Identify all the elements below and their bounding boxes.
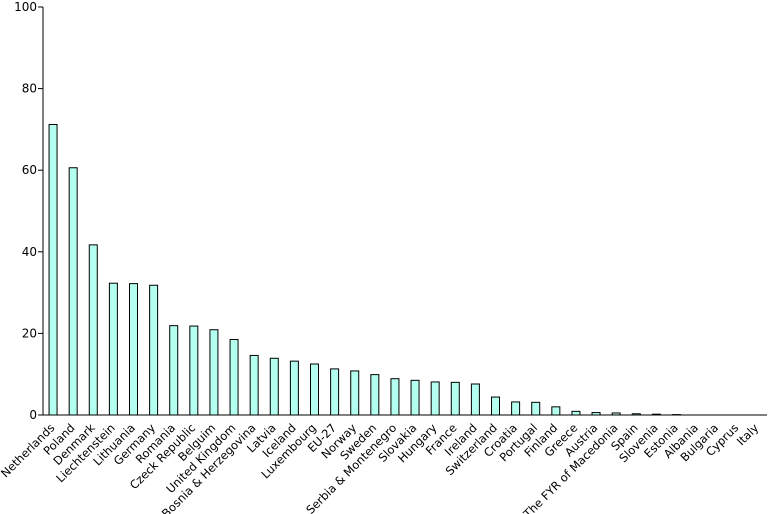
- y-tick-label: 100: [14, 0, 37, 14]
- bar: [591, 412, 601, 416]
- bar: [571, 410, 581, 416]
- bar-series: [48, 124, 681, 416]
- bar: [48, 124, 58, 416]
- bar: [611, 412, 621, 416]
- bar: [330, 368, 340, 416]
- bar: [651, 413, 661, 416]
- bar: [169, 325, 179, 416]
- bar: [249, 354, 259, 416]
- x-axis-labels: NetherlandsPolandDenmarkLiechtensteinLit…: [0, 421, 761, 514]
- bar: [108, 282, 118, 416]
- bar: [289, 360, 299, 416]
- bar: [149, 284, 159, 416]
- x-tick-label: Italy: [734, 421, 762, 449]
- bar: [410, 379, 420, 416]
- y-tick-label: 60: [22, 163, 37, 177]
- bar: [88, 244, 98, 416]
- chart-axes: [42, 7, 767, 416]
- bar: [269, 357, 279, 416]
- bar: [631, 413, 641, 416]
- bar: [450, 381, 460, 416]
- bar: [430, 381, 440, 416]
- bar: [310, 363, 319, 416]
- bar: [511, 401, 521, 416]
- bar: [370, 374, 380, 416]
- y-tick-label: 40: [22, 245, 37, 259]
- y-axis-ticks: 0 20 40 60 80 100: [14, 0, 43, 422]
- bar: [129, 283, 138, 416]
- bar: [470, 383, 480, 416]
- bar: [491, 396, 500, 416]
- y-tick-label: 0: [29, 408, 37, 422]
- y-tick-label: 20: [22, 326, 37, 340]
- bar: [531, 401, 541, 416]
- y-tick-label: 80: [22, 82, 37, 96]
- bar: [68, 167, 78, 416]
- bar: [209, 329, 219, 416]
- bar: [229, 339, 239, 416]
- bar: [189, 325, 199, 416]
- bar: [551, 406, 561, 416]
- bar: [390, 378, 400, 416]
- bar: [350, 370, 360, 416]
